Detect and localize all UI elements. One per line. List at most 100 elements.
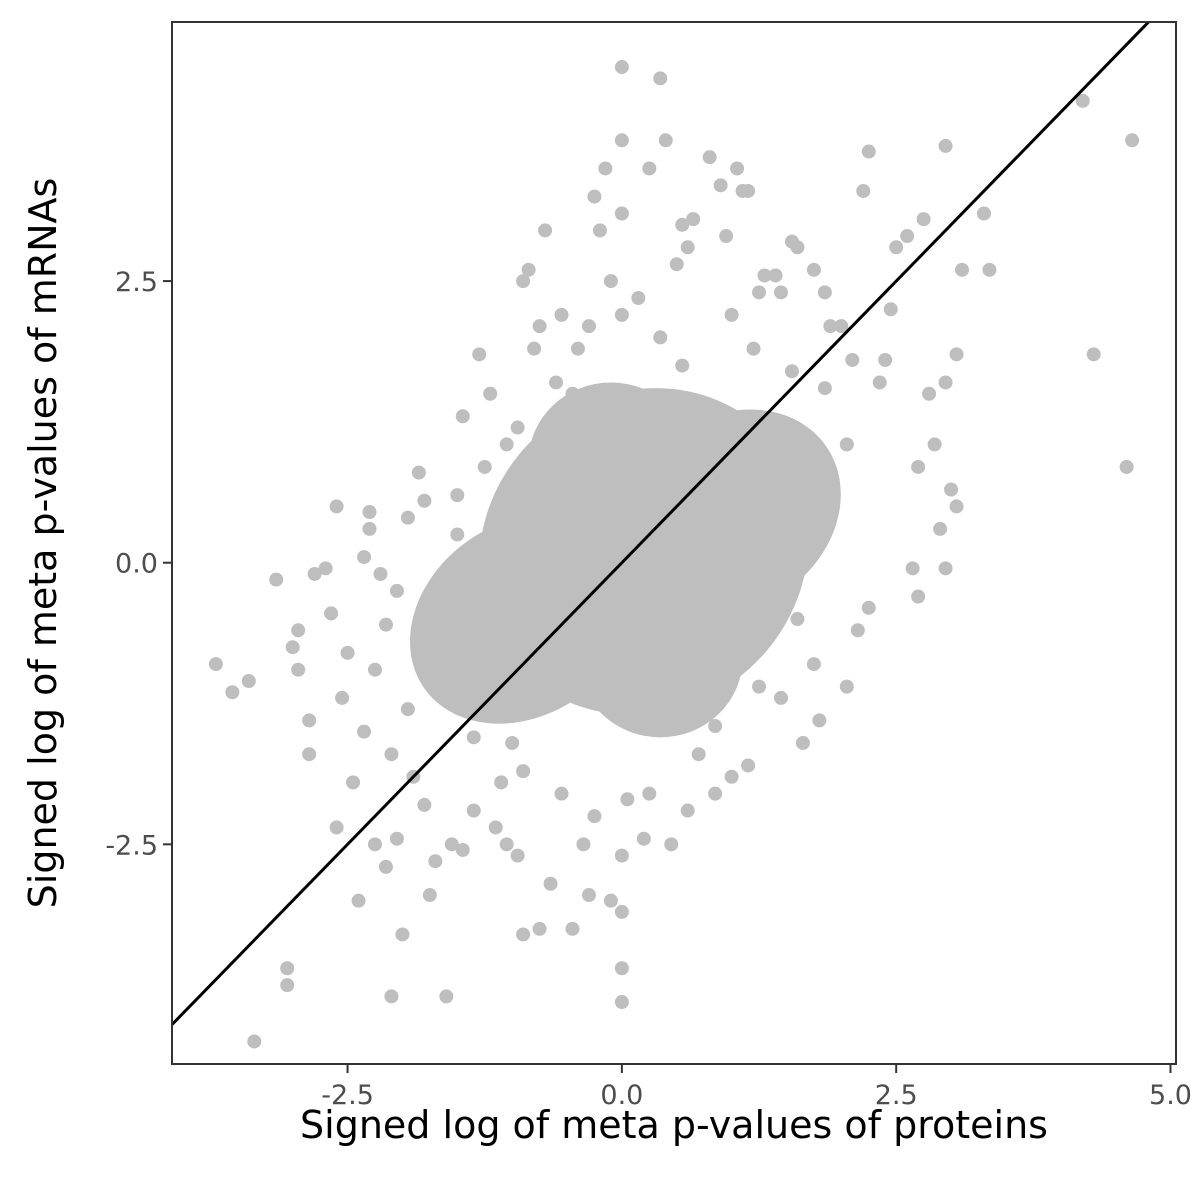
data-point: [790, 240, 805, 255]
data-point: [395, 927, 410, 942]
x-axis-ticks: -2.5 0.0 2.5 5.0: [321, 1064, 1192, 1111]
data-point: [483, 600, 498, 615]
data-point: [790, 612, 805, 627]
x-tick-label: -2.5: [321, 1080, 374, 1111]
data-point: [291, 662, 306, 677]
data-point: [499, 437, 514, 452]
data-point: [795, 735, 810, 750]
data-point: [839, 437, 854, 452]
data-point: [280, 961, 295, 976]
x-tick-label: 2.5: [875, 1080, 918, 1111]
data-point: [422, 888, 437, 903]
data-point: [938, 375, 953, 390]
data-point: [664, 837, 679, 852]
data-point: [367, 837, 382, 852]
data-point: [817, 285, 832, 300]
data-point: [955, 262, 970, 277]
data-point: [307, 566, 322, 581]
data-point: [1086, 347, 1101, 362]
data-point: [620, 792, 635, 807]
point-cloud-core-3: [528, 382, 694, 541]
data-point: [516, 927, 531, 942]
data-point: [730, 161, 745, 176]
data-point: [269, 572, 284, 587]
data-point: [346, 775, 361, 790]
data-point: [411, 465, 426, 480]
data-point: [280, 978, 295, 993]
data-point: [686, 212, 701, 227]
data-point: [367, 662, 382, 677]
y-axis-title: Signed log of meta p-values of mRNAs: [21, 178, 65, 909]
data-point: [911, 589, 926, 604]
data-point: [889, 240, 904, 255]
data-point: [378, 617, 393, 632]
data-point: [208, 657, 223, 672]
data-point: [773, 285, 788, 300]
data-point: [724, 307, 739, 322]
data-point: [757, 268, 772, 283]
y-tick-label: -2.5: [105, 830, 158, 861]
data-point: [746, 341, 761, 356]
data-point: [389, 831, 404, 846]
data-point: [768, 268, 783, 283]
data-point: [335, 690, 350, 705]
data-point: [680, 240, 695, 255]
data-point: [587, 809, 602, 824]
data-point: [642, 786, 657, 801]
data-point: [916, 212, 931, 227]
x-tick-label: 5.0: [1149, 1080, 1192, 1111]
data-point: [933, 521, 948, 536]
data-point: [757, 572, 772, 587]
data-point: [614, 961, 629, 976]
data-point: [741, 183, 756, 198]
data-point: [505, 735, 520, 750]
data-point: [472, 347, 487, 362]
data-point: [773, 690, 788, 705]
data-point: [883, 302, 898, 317]
data-point: [581, 319, 596, 334]
data-point: [466, 730, 481, 745]
data-point: [823, 319, 838, 334]
data-point: [570, 341, 585, 356]
y-tick-label: 2.5: [115, 267, 158, 298]
data-point: [812, 713, 827, 728]
data-point: [587, 189, 602, 204]
data-point: [483, 386, 498, 401]
data-point: [752, 679, 767, 694]
x-axis-title: Signed log of meta p-values of proteins: [300, 1103, 1048, 1147]
data-point: [911, 459, 926, 474]
data-point: [614, 206, 629, 221]
data-point: [384, 747, 399, 762]
data-point: [691, 747, 706, 762]
data-point: [614, 904, 629, 919]
data-point: [927, 437, 942, 452]
data-point: [675, 358, 690, 373]
data-point: [565, 921, 580, 936]
data-point: [636, 831, 651, 846]
data-point: [861, 144, 876, 159]
data-point: [856, 183, 871, 198]
data-point: [417, 797, 432, 812]
data-point: [1125, 133, 1140, 148]
data-point: [669, 257, 684, 272]
data-point: [329, 820, 344, 835]
data-point: [642, 161, 657, 176]
identity-reference-line: [170, 20, 1150, 1026]
data-point: [450, 527, 465, 542]
data-point: [488, 820, 503, 835]
data-point: [433, 679, 448, 694]
data-point: [878, 352, 893, 367]
data-point: [938, 138, 953, 153]
point-cloud-core-4: [577, 579, 743, 738]
data-point: [285, 640, 300, 655]
data-point: [1075, 93, 1090, 108]
data-point: [614, 995, 629, 1010]
data-point: [922, 386, 937, 401]
data-point: [291, 623, 306, 638]
data-point: [455, 842, 470, 857]
data-point: [494, 775, 509, 790]
data-point: [357, 550, 372, 565]
data-point: [543, 876, 558, 891]
data-point: [318, 561, 333, 576]
data-point: [949, 499, 964, 514]
